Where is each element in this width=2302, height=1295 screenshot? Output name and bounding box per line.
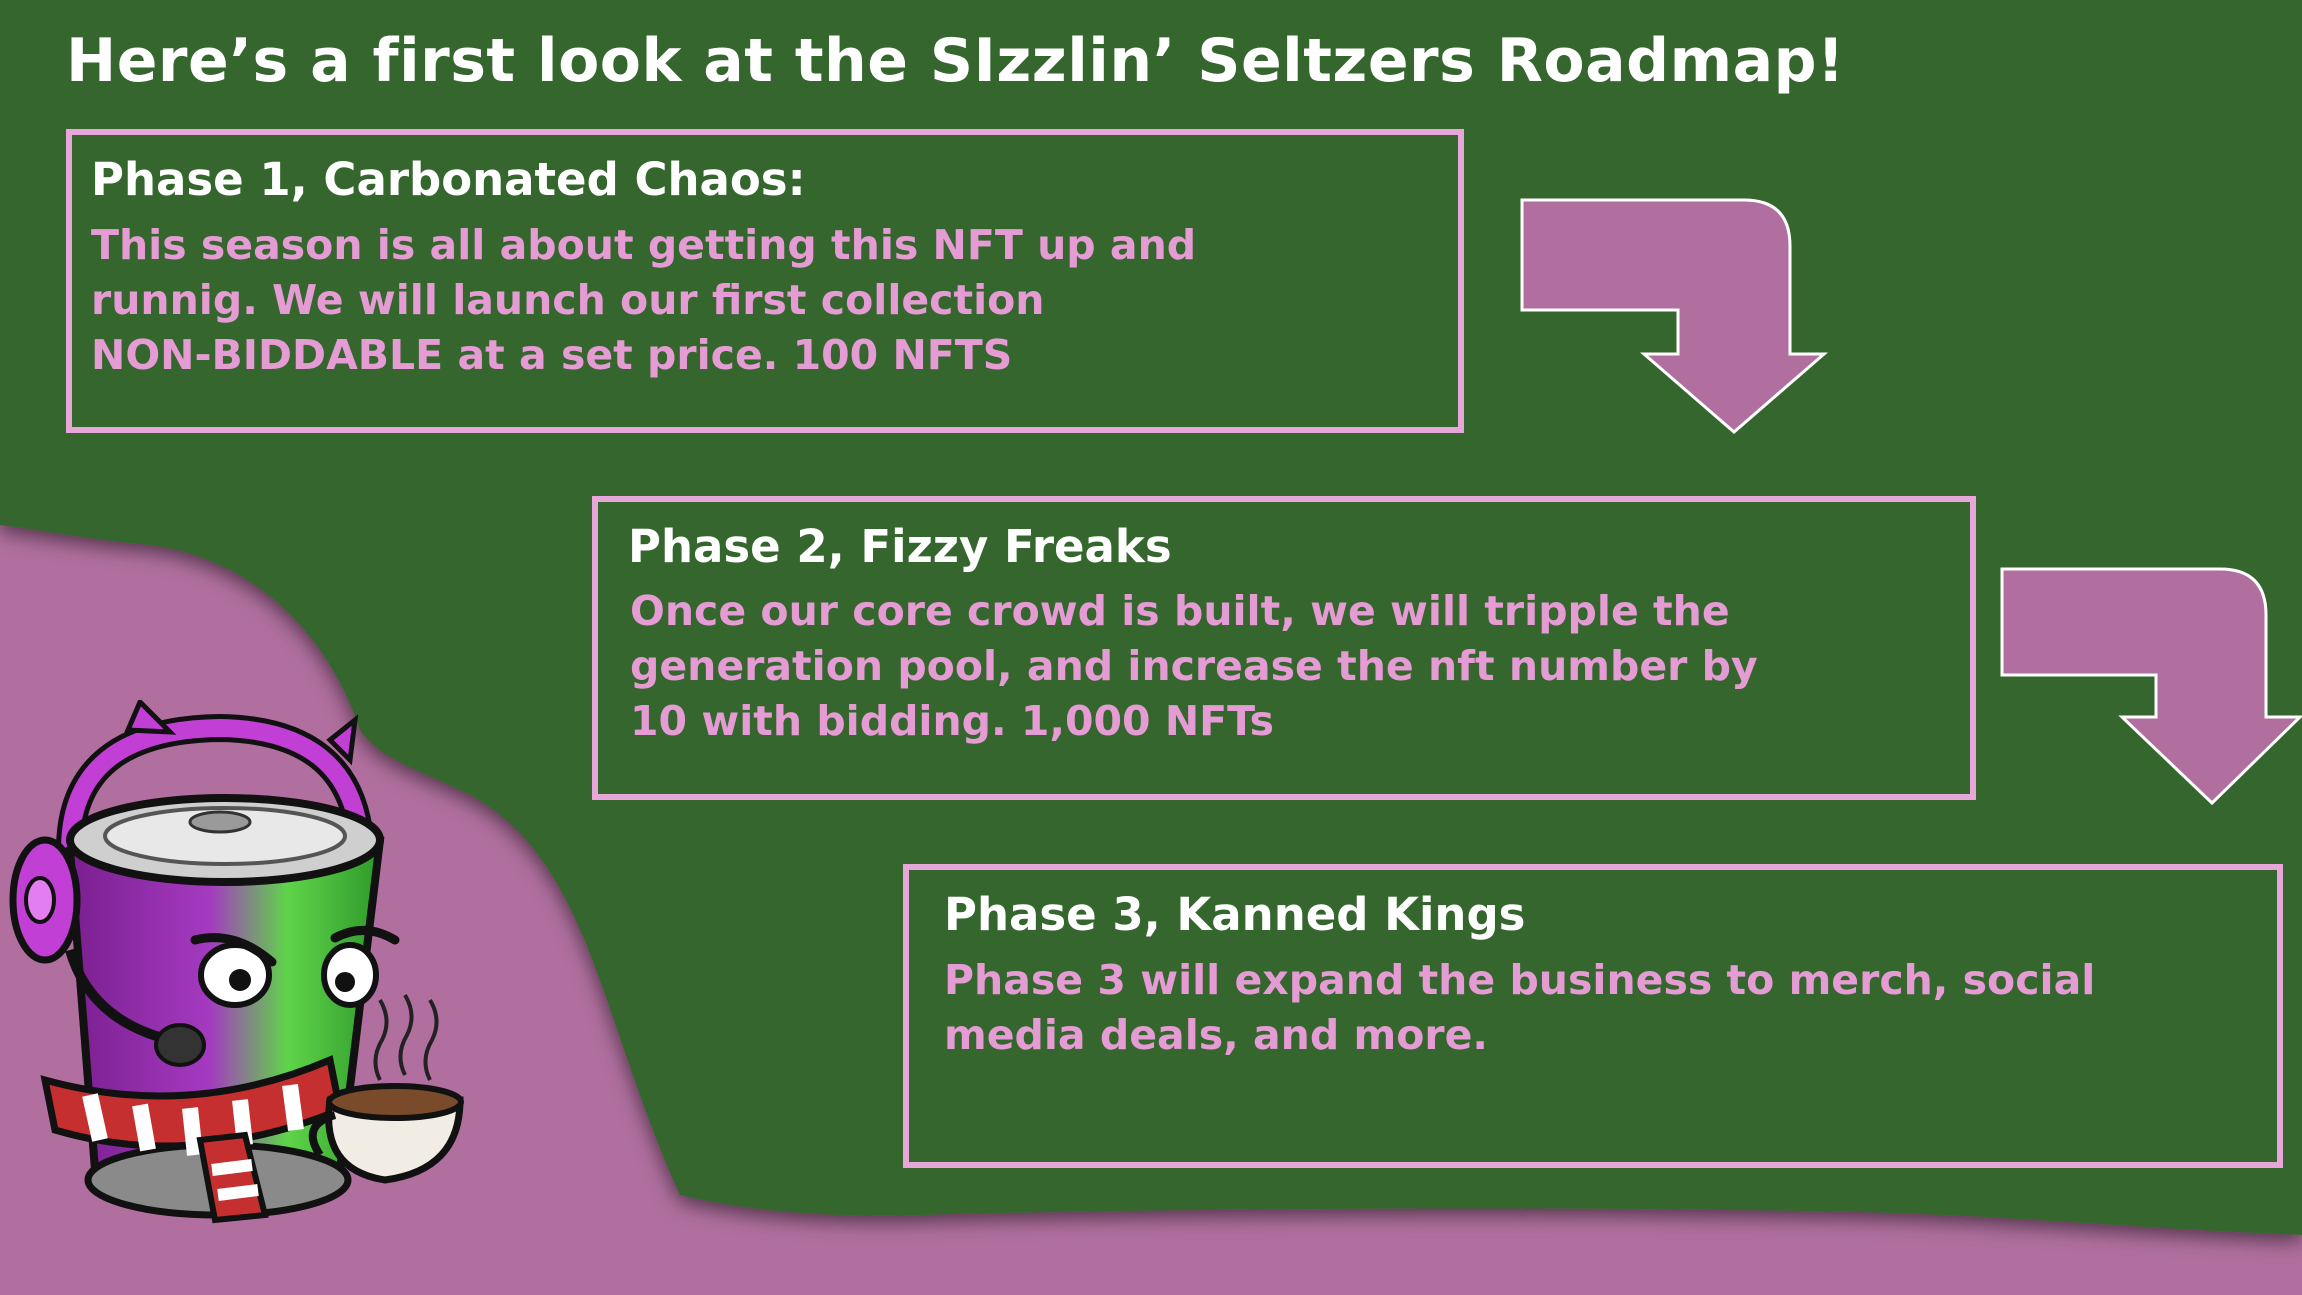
phase-2-box: [592, 496, 1976, 800]
arrow-down-right-icon: [1520, 198, 1829, 434]
phase-2-description: Once our core crowd is built, we will tr…: [630, 587, 1758, 745]
page-title: Here’s a first look at the SIzzlin’ Selt…: [66, 26, 1845, 96]
phase-1-box: [66, 129, 1464, 433]
phase-2-title: Phase 2, Fizzy Freaks: [628, 520, 1172, 573]
seltzer-can-mascot-icon: [9, 700, 464, 1224]
arrow-down-right-icon: [2000, 567, 2302, 806]
phase-1-description: This season is all about getting this NF…: [91, 221, 1197, 379]
phase-1-title: Phase 1, Carbonated Chaos:: [91, 153, 806, 206]
phase-3-box: [903, 864, 2283, 1168]
phase-3-description: Phase 3 will expand the business to merc…: [944, 956, 2096, 1059]
phase-3-title: Phase 3, Kanned Kings: [944, 888, 1526, 941]
